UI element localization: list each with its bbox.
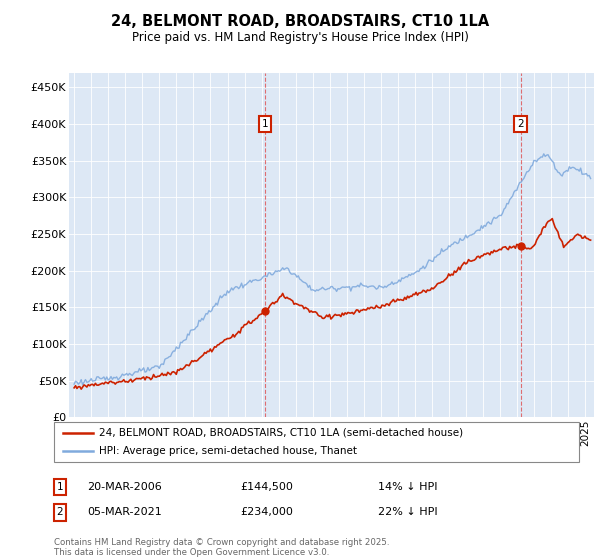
Text: 2: 2 — [56, 507, 64, 517]
Text: 2: 2 — [517, 119, 524, 129]
Text: Contains HM Land Registry data © Crown copyright and database right 2025.
This d: Contains HM Land Registry data © Crown c… — [54, 538, 389, 557]
Text: 24, BELMONT ROAD, BROADSTAIRS, CT10 1LA: 24, BELMONT ROAD, BROADSTAIRS, CT10 1LA — [111, 14, 489, 29]
Text: 24, BELMONT ROAD, BROADSTAIRS, CT10 1LA (semi-detached house): 24, BELMONT ROAD, BROADSTAIRS, CT10 1LA … — [99, 428, 463, 438]
Text: Price paid vs. HM Land Registry's House Price Index (HPI): Price paid vs. HM Land Registry's House … — [131, 31, 469, 44]
Text: 14% ↓ HPI: 14% ↓ HPI — [378, 482, 437, 492]
Text: 05-MAR-2021: 05-MAR-2021 — [87, 507, 162, 517]
Text: 1: 1 — [56, 482, 64, 492]
Text: HPI: Average price, semi-detached house, Thanet: HPI: Average price, semi-detached house,… — [99, 446, 357, 456]
Text: 22% ↓ HPI: 22% ↓ HPI — [378, 507, 437, 517]
Text: 20-MAR-2006: 20-MAR-2006 — [87, 482, 162, 492]
Text: £234,000: £234,000 — [240, 507, 293, 517]
Text: 1: 1 — [262, 119, 268, 129]
Text: £144,500: £144,500 — [240, 482, 293, 492]
